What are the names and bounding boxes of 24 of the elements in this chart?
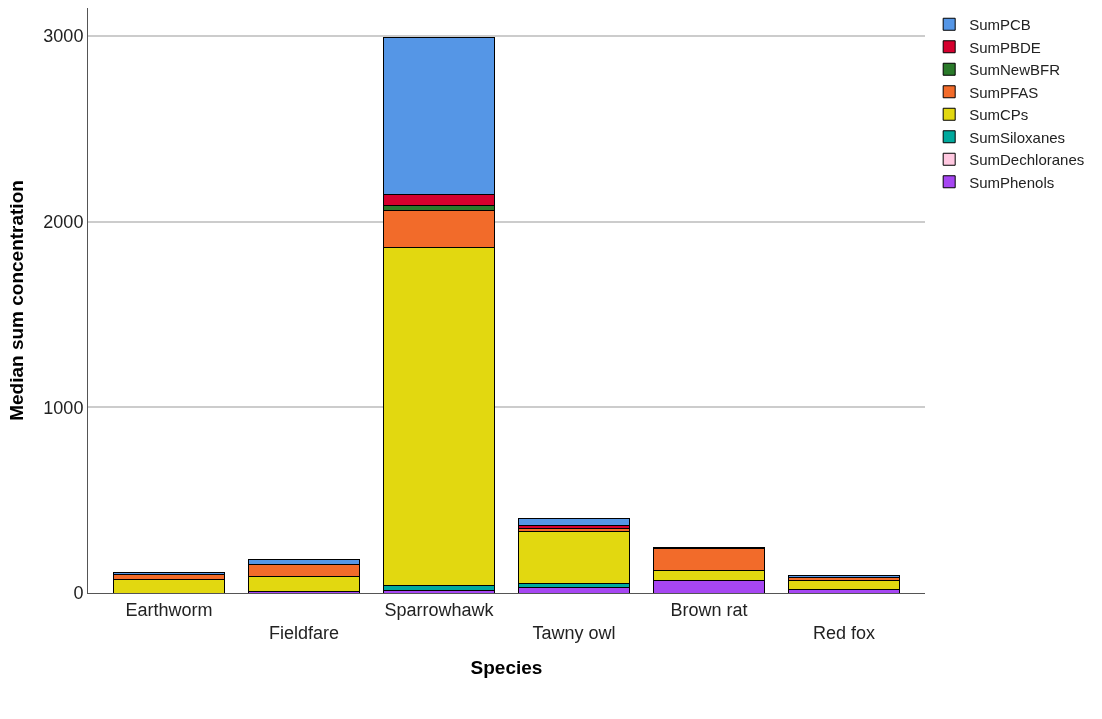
x-tick-label: Tawny owl bbox=[532, 623, 616, 643]
legend-label: SumNewBFR bbox=[969, 61, 1061, 79]
legend-label: SumDechloranes bbox=[969, 151, 1085, 169]
bar bbox=[113, 572, 225, 576]
x-tick-label: Brown rat bbox=[670, 599, 748, 620]
legend-label: SumPhenols bbox=[969, 173, 1055, 191]
x-axis-title: Species bbox=[470, 656, 543, 678]
y-tick-label: 0 bbox=[73, 583, 84, 604]
y-tick-label: 3000 bbox=[43, 26, 84, 47]
x-tick-label: Sparrowhawk bbox=[384, 599, 495, 620]
bar bbox=[518, 518, 630, 526]
x-tick-label: Earthworm bbox=[125, 599, 213, 620]
legend-label: SumCPs bbox=[969, 106, 1029, 124]
legend-label: SumPCB bbox=[969, 16, 1031, 34]
bar bbox=[518, 530, 630, 585]
y-tick-label: 2000 bbox=[43, 211, 84, 232]
y-tick-label: 1000 bbox=[43, 397, 84, 418]
x-tick-label: Red fox bbox=[812, 623, 876, 643]
legend-label: SumPFAS bbox=[969, 83, 1039, 101]
x-tick-label: Fieldfare bbox=[268, 623, 340, 643]
legend-label: SumSiloxanes bbox=[969, 128, 1066, 146]
legend-label: SumPBDE bbox=[969, 38, 1041, 56]
bar bbox=[113, 578, 225, 593]
y-axis-title: Median sum concentration bbox=[6, 180, 28, 421]
